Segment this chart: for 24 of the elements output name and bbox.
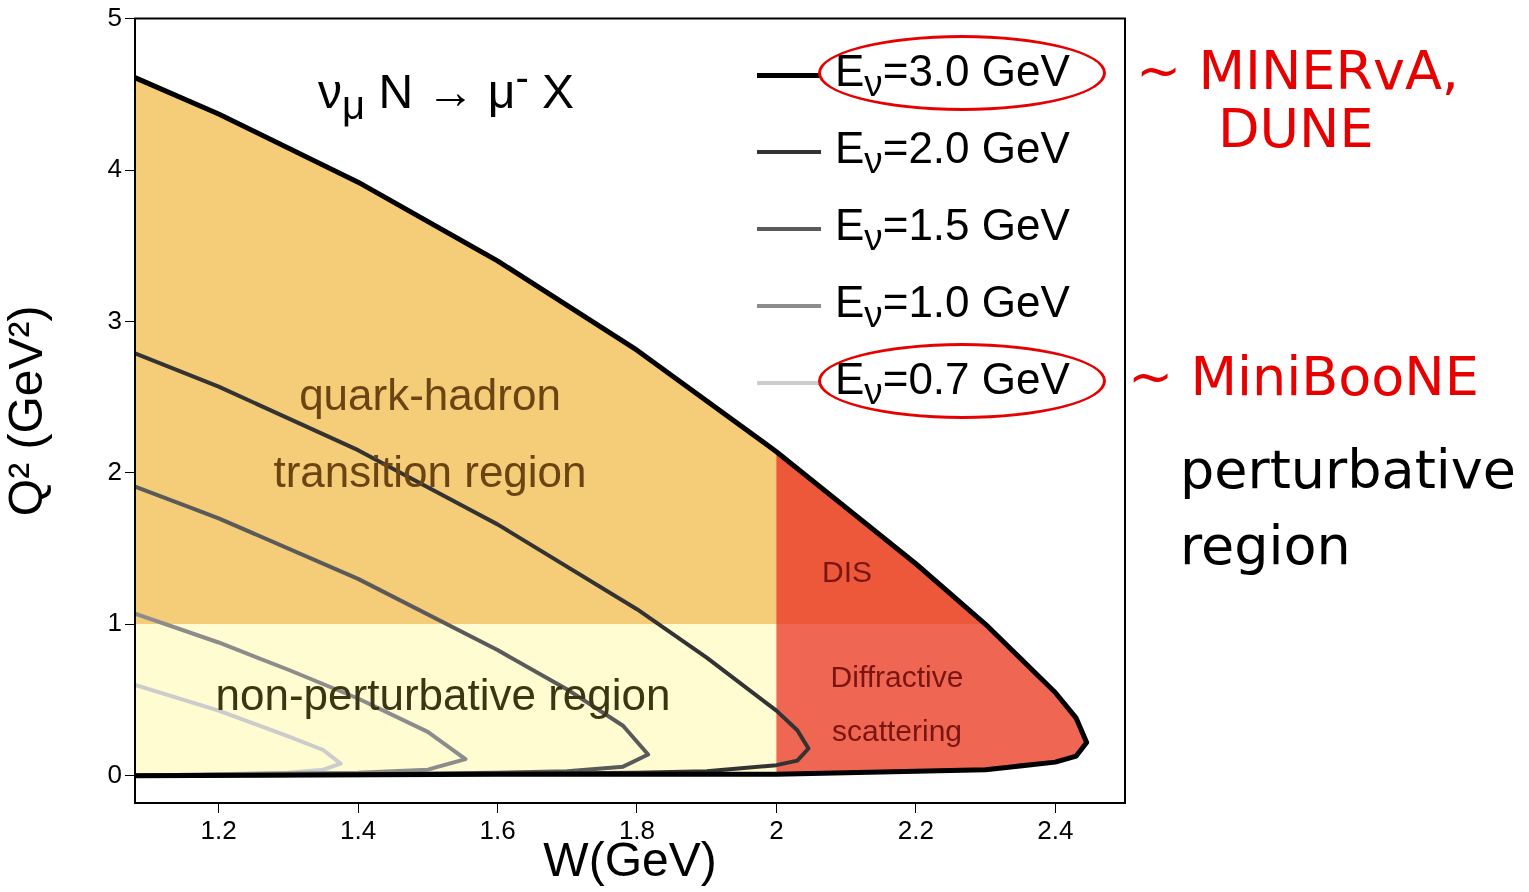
x-tick-label: 1.6	[479, 814, 516, 845]
y-axis-title: Q² (GeV²)	[0, 305, 53, 517]
x-tick-label: 2	[769, 814, 784, 845]
legend-label: E$_{ν}$=1.0 GeV	[835, 276, 1070, 336]
text: ~ MINERvA, DUNE	[1136, 39, 1461, 160]
y-tick-label: 2	[107, 456, 122, 487]
legend-label: E$_{ν}$=1.5 GeV	[835, 199, 1070, 259]
annotation: Diffractive scattering	[829, 659, 965, 749]
text: ~ MiniBooNE	[1128, 345, 1479, 408]
x-tick-label: 1.4	[340, 814, 377, 845]
text: perturbative region	[1180, 437, 1518, 579]
x-tick-label: 2.4	[1037, 814, 1074, 845]
legend-label: E$_{ν}$=3.0 GeV	[835, 45, 1070, 105]
y-tick-label: 3	[107, 304, 122, 335]
text: ν$_{μ}$ N → μ$^{-}$ X	[318, 55, 575, 128]
legend-label: E$_{ν}$=0.7 GeV	[835, 353, 1070, 413]
y-tick-label: 0	[107, 758, 122, 789]
y-tick-label: 4	[107, 153, 122, 184]
legend-label: E$_{ν}$=2.0 GeV	[835, 122, 1070, 182]
y-tick-label: 1	[107, 607, 122, 638]
x-tick-label: 1.2	[200, 814, 237, 845]
band-label: DIS	[821, 554, 873, 588]
y-tick-label: 5	[107, 1, 122, 32]
x-tick-label: 2.2	[897, 814, 934, 845]
